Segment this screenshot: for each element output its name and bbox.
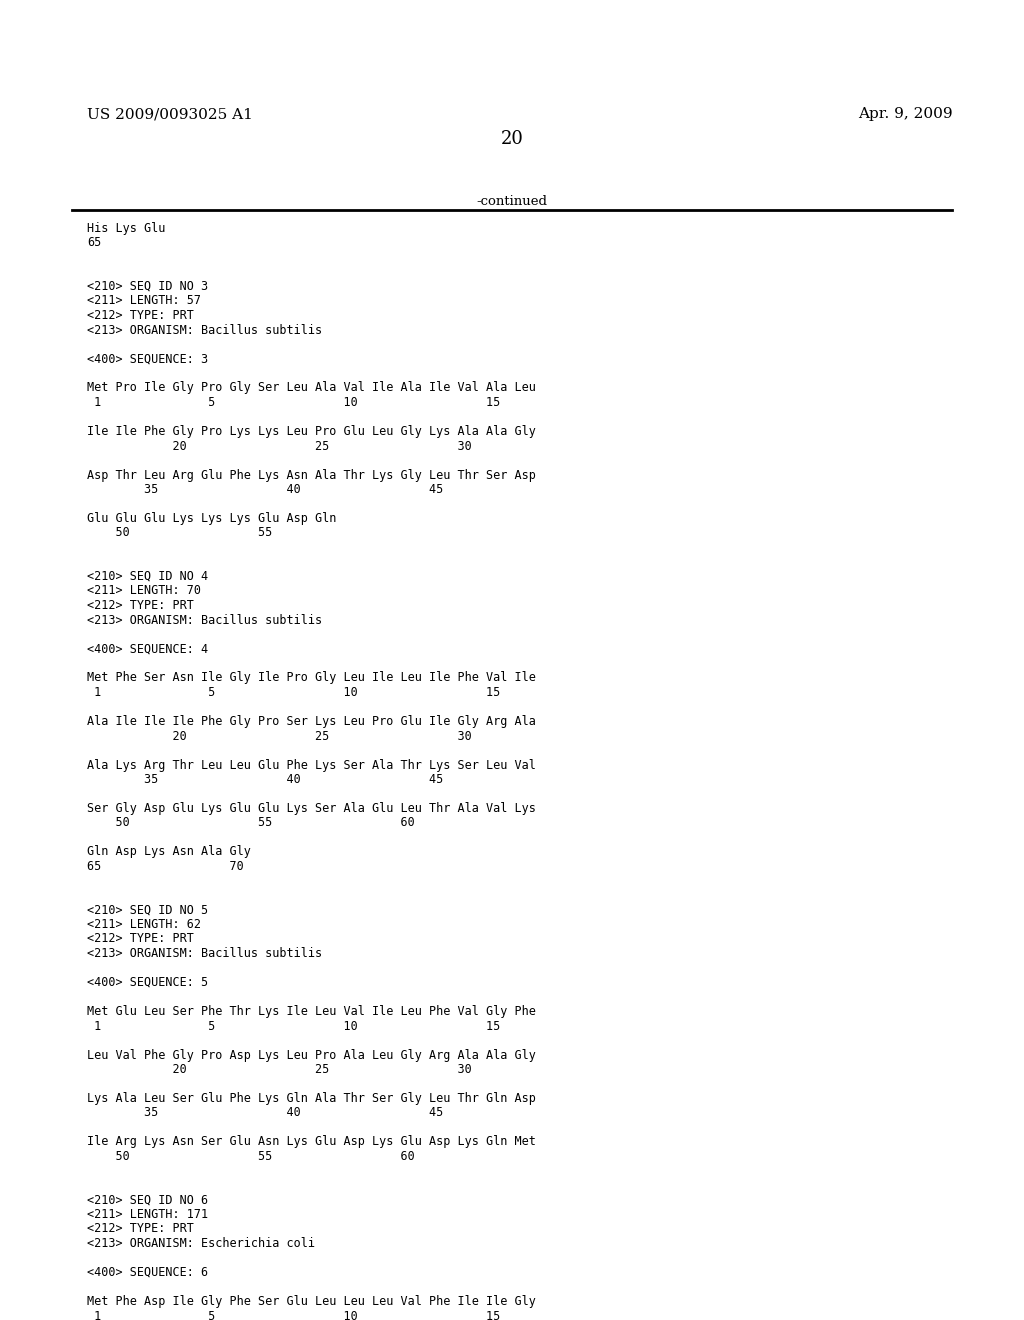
Text: Met Glu Leu Ser Phe Thr Lys Ile Leu Val Ile Leu Phe Val Gly Phe: Met Glu Leu Ser Phe Thr Lys Ile Leu Val … <box>87 1005 536 1018</box>
Text: <400> SEQUENCE: 3: <400> SEQUENCE: 3 <box>87 352 208 366</box>
Text: Leu Val Phe Gly Pro Asp Lys Leu Pro Ala Leu Gly Arg Ala Ala Gly: Leu Val Phe Gly Pro Asp Lys Leu Pro Ala … <box>87 1048 536 1061</box>
Text: Glu Glu Glu Lys Lys Lys Glu Asp Gln: Glu Glu Glu Lys Lys Lys Glu Asp Gln <box>87 512 337 525</box>
Text: <210> SEQ ID NO 6: <210> SEQ ID NO 6 <box>87 1193 208 1206</box>
Text: 35                  40                  45: 35 40 45 <box>87 774 443 785</box>
Text: Ile Arg Lys Asn Ser Glu Asn Lys Glu Asp Lys Glu Asp Lys Gln Met: Ile Arg Lys Asn Ser Glu Asn Lys Glu Asp … <box>87 1135 536 1148</box>
Text: <212> TYPE: PRT: <212> TYPE: PRT <box>87 932 194 945</box>
Text: 35                  40                  45: 35 40 45 <box>87 483 443 496</box>
Text: <212> TYPE: PRT: <212> TYPE: PRT <box>87 309 194 322</box>
Text: His Lys Glu: His Lys Glu <box>87 222 166 235</box>
Text: Ile Ile Phe Gly Pro Lys Lys Leu Pro Glu Leu Gly Lys Ala Ala Gly: Ile Ile Phe Gly Pro Lys Lys Leu Pro Glu … <box>87 425 536 438</box>
Text: 50                  55                  60: 50 55 60 <box>87 817 415 829</box>
Text: -continued: -continued <box>476 195 548 209</box>
Text: 20                  25                  30: 20 25 30 <box>87 730 472 742</box>
Text: 35                  40                  45: 35 40 45 <box>87 1106 443 1119</box>
Text: <210> SEQ ID NO 4: <210> SEQ ID NO 4 <box>87 570 208 583</box>
Text: <212> TYPE: PRT: <212> TYPE: PRT <box>87 1222 194 1236</box>
Text: 65: 65 <box>87 236 101 249</box>
Text: Met Pro Ile Gly Pro Gly Ser Leu Ala Val Ile Ala Ile Val Ala Leu: Met Pro Ile Gly Pro Gly Ser Leu Ala Val … <box>87 381 536 395</box>
Text: <213> ORGANISM: Bacillus subtilis: <213> ORGANISM: Bacillus subtilis <box>87 946 323 960</box>
Text: Ala Ile Ile Ile Phe Gly Pro Ser Lys Leu Pro Glu Ile Gly Arg Ala: Ala Ile Ile Ile Phe Gly Pro Ser Lys Leu … <box>87 715 536 729</box>
Text: US 2009/0093025 A1: US 2009/0093025 A1 <box>87 107 253 121</box>
Text: Gln Asp Lys Asn Ala Gly: Gln Asp Lys Asn Ala Gly <box>87 846 251 858</box>
Text: 1               5                  10                  15: 1 5 10 15 <box>87 686 501 700</box>
Text: Ala Lys Arg Thr Leu Leu Glu Phe Lys Ser Ala Thr Lys Ser Leu Val: Ala Lys Arg Thr Leu Leu Glu Phe Lys Ser … <box>87 759 536 771</box>
Text: 50                  55: 50 55 <box>87 527 272 540</box>
Text: 1               5                  10                  15: 1 5 10 15 <box>87 396 501 409</box>
Text: 1               5                  10                  15: 1 5 10 15 <box>87 1309 501 1320</box>
Text: Met Phe Ser Asn Ile Gly Ile Pro Gly Leu Ile Leu Ile Phe Val Ile: Met Phe Ser Asn Ile Gly Ile Pro Gly Leu … <box>87 672 536 685</box>
Text: Apr. 9, 2009: Apr. 9, 2009 <box>858 107 952 121</box>
Text: Ser Gly Asp Glu Lys Glu Glu Lys Ser Ala Glu Leu Thr Ala Val Lys: Ser Gly Asp Glu Lys Glu Glu Lys Ser Ala … <box>87 803 536 814</box>
Text: <213> ORGANISM: Escherichia coli: <213> ORGANISM: Escherichia coli <box>87 1237 315 1250</box>
Text: Asp Thr Leu Arg Glu Phe Lys Asn Ala Thr Lys Gly Leu Thr Ser Asp: Asp Thr Leu Arg Glu Phe Lys Asn Ala Thr … <box>87 469 536 482</box>
Text: <211> LENGTH: 62: <211> LENGTH: 62 <box>87 917 201 931</box>
Text: <400> SEQUENCE: 6: <400> SEQUENCE: 6 <box>87 1266 208 1279</box>
Text: 20                  25                  30: 20 25 30 <box>87 1063 472 1076</box>
Text: <210> SEQ ID NO 5: <210> SEQ ID NO 5 <box>87 903 208 916</box>
Text: 1               5                  10                  15: 1 5 10 15 <box>87 1019 501 1032</box>
Text: <212> TYPE: PRT: <212> TYPE: PRT <box>87 599 194 612</box>
Text: 65                  70: 65 70 <box>87 861 244 873</box>
Text: <400> SEQUENCE: 4: <400> SEQUENCE: 4 <box>87 643 208 656</box>
Text: 20                  25                  30: 20 25 30 <box>87 440 472 453</box>
Text: <211> LENGTH: 171: <211> LENGTH: 171 <box>87 1208 208 1221</box>
Text: 20: 20 <box>501 129 523 148</box>
Text: <400> SEQUENCE: 5: <400> SEQUENCE: 5 <box>87 975 208 989</box>
Text: <213> ORGANISM: Bacillus subtilis: <213> ORGANISM: Bacillus subtilis <box>87 323 323 337</box>
Text: Met Phe Asp Ile Gly Phe Ser Glu Leu Leu Leu Val Phe Ile Ile Gly: Met Phe Asp Ile Gly Phe Ser Glu Leu Leu … <box>87 1295 536 1308</box>
Text: <210> SEQ ID NO 3: <210> SEQ ID NO 3 <box>87 280 208 293</box>
Text: <211> LENGTH: 70: <211> LENGTH: 70 <box>87 585 201 598</box>
Text: <213> ORGANISM: Bacillus subtilis: <213> ORGANISM: Bacillus subtilis <box>87 614 323 627</box>
Text: Lys Ala Leu Ser Glu Phe Lys Gln Ala Thr Ser Gly Leu Thr Gln Asp: Lys Ala Leu Ser Glu Phe Lys Gln Ala Thr … <box>87 1092 536 1105</box>
Text: 50                  55                  60: 50 55 60 <box>87 1150 415 1163</box>
Text: <211> LENGTH: 57: <211> LENGTH: 57 <box>87 294 201 308</box>
